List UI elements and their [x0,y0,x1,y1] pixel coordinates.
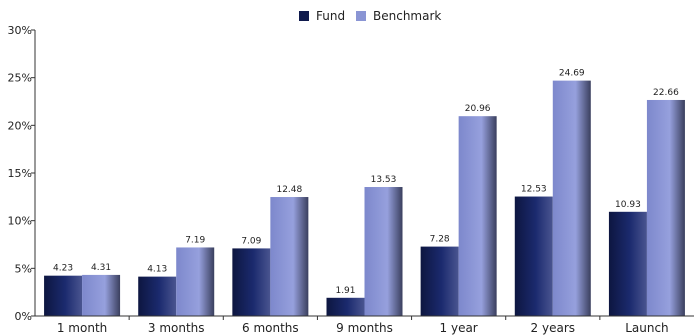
x-tick-label: 1 month [57,321,107,335]
data-label-benchmark: 20.96 [465,104,491,114]
y-tick-label: 25% [8,72,32,85]
data-label-fund: 1.91 [335,286,355,296]
legend-swatch-benchmark [356,11,366,21]
bar-fund [138,276,177,316]
data-label-fund: 7.28 [430,235,450,245]
y-tick-label: 30% [8,24,32,37]
legend-label-benchmark: Benchmark [373,9,441,23]
data-label-benchmark: 24.69 [559,69,585,79]
bar-fund [420,246,459,316]
y-tick-label: 10% [8,215,32,228]
bar-fund [514,196,553,316]
data-label-fund: 7.09 [241,236,261,246]
bar-fund [44,275,83,316]
data-label-fund: 4.13 [147,265,167,275]
x-tick-label: 3 months [148,321,205,335]
y-tick-label: 5% [15,262,32,275]
legend: Fund Benchmark [299,9,441,23]
data-label-benchmark: 4.31 [91,263,111,273]
y-axis: 0% 5% 10% 15% 20% 25% 30% [8,24,36,323]
data-label-benchmark: 7.19 [185,235,205,245]
y-tick-label: 20% [8,119,32,132]
x-axis: 1 month 3 months 6 months 9 months 1 year 2 y… [35,315,694,335]
bar-benchmark [176,247,215,316]
bar-benchmark [364,187,403,316]
bar-fund [608,211,647,316]
bar-benchmark [270,197,309,316]
data-label-benchmark: 12.48 [276,185,302,195]
x-tick-label: 6 months [242,321,299,335]
bar-benchmark [646,99,685,316]
data-label-fund: 12.53 [521,185,547,195]
x-tick-label: 1 year [440,321,478,335]
bars: 4.23 4.31 4.13 7.19 7.09 12.48 1.91 13.53 7.28 20… [44,69,685,316]
data-label-fund: 4.23 [53,264,73,274]
y-tick-label: 15% [8,167,32,180]
bar-benchmark [552,80,591,316]
bar-benchmark [82,274,121,316]
bar-fund [232,248,271,316]
bar-benchmark [458,116,497,316]
data-label-benchmark: 22.66 [653,88,679,98]
x-tick-label: Launch [625,321,668,335]
data-label-fund: 10.93 [615,200,641,210]
x-tick-label: 2 years [531,321,575,335]
data-label-benchmark: 13.53 [371,175,397,185]
y-tick-label: 0% [15,310,32,323]
legend-swatch-fund [299,11,309,21]
x-tick-label: 9 months [336,321,393,335]
bar-fund [326,297,365,316]
legend-label-fund: Fund [316,9,345,23]
